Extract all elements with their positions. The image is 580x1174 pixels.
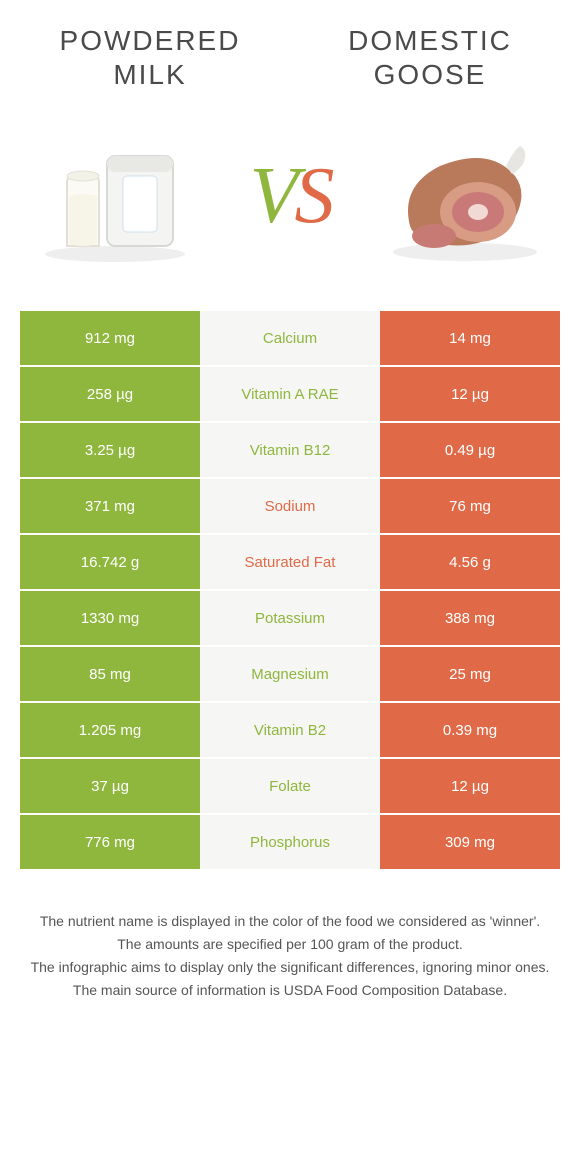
- footer-line1: The nutrient name is displayed in the co…: [30, 911, 550, 932]
- nutrient-label: Folate: [200, 759, 380, 813]
- right-value: 76 mg: [380, 479, 560, 533]
- milk-icon: [35, 126, 195, 266]
- header: Powdered Milk Domestic Goose: [0, 0, 580, 101]
- table-row: 3.25 µgVitamin B120.49 µg: [20, 423, 560, 479]
- vs-label: VS: [250, 151, 331, 242]
- nutrient-label: Calcium: [200, 311, 380, 365]
- right-value: 309 mg: [380, 815, 560, 869]
- nutrient-label: Phosphorus: [200, 815, 380, 869]
- table-row: 912 mgCalcium14 mg: [20, 311, 560, 367]
- right-title-line1: Domestic: [348, 25, 512, 56]
- left-value: 258 µg: [20, 367, 200, 421]
- right-value: 12 µg: [380, 759, 560, 813]
- left-value: 37 µg: [20, 759, 200, 813]
- goose-meat-icon: [380, 126, 550, 266]
- right-value: 14 mg: [380, 311, 560, 365]
- right-food-title: Domestic Goose: [320, 24, 540, 91]
- nutrient-label: Vitamin B12: [200, 423, 380, 477]
- left-food-image: [30, 121, 200, 271]
- left-value: 912 mg: [20, 311, 200, 365]
- footer-line3: The infographic aims to display only the…: [30, 957, 550, 978]
- left-value: 1.205 mg: [20, 703, 200, 757]
- table-row: 1330 mgPotassium388 mg: [20, 591, 560, 647]
- right-value: 388 mg: [380, 591, 560, 645]
- table-row: 1.205 mgVitamin B20.39 mg: [20, 703, 560, 759]
- nutrient-label: Vitamin B2: [200, 703, 380, 757]
- right-value: 0.49 µg: [380, 423, 560, 477]
- left-value: 85 mg: [20, 647, 200, 701]
- left-value: 776 mg: [20, 815, 200, 869]
- nutrient-label: Sodium: [200, 479, 380, 533]
- right-title-line2: Goose: [374, 59, 487, 90]
- left-title-line1: Powdered: [60, 25, 241, 56]
- right-food-image: [380, 121, 550, 271]
- left-food-title: Powdered Milk: [40, 24, 260, 91]
- nutrient-label: Vitamin A RAE: [200, 367, 380, 421]
- table-row: 371 mgSodium76 mg: [20, 479, 560, 535]
- left-title-line2: Milk: [113, 59, 186, 90]
- table-row: 16.742 gSaturated Fat4.56 g: [20, 535, 560, 591]
- table-row: 37 µgFolate12 µg: [20, 759, 560, 815]
- table-row: 258 µgVitamin A RAE12 µg: [20, 367, 560, 423]
- left-value: 1330 mg: [20, 591, 200, 645]
- nutrient-table: 912 mgCalcium14 mg258 µgVitamin A RAE12 …: [20, 311, 560, 871]
- left-value: 3.25 µg: [20, 423, 200, 477]
- nutrient-label: Magnesium: [200, 647, 380, 701]
- footer-line4: The main source of information is USDA F…: [30, 980, 550, 1001]
- footer-notes: The nutrient name is displayed in the co…: [0, 871, 580, 1001]
- right-value: 4.56 g: [380, 535, 560, 589]
- table-row: 776 mgPhosphorus309 mg: [20, 815, 560, 871]
- footer-line2: The amounts are specified per 100 gram o…: [30, 934, 550, 955]
- left-value: 16.742 g: [20, 535, 200, 589]
- right-value: 25 mg: [380, 647, 560, 701]
- hero-row: VS: [0, 101, 580, 311]
- right-value: 0.39 mg: [380, 703, 560, 757]
- table-row: 85 mgMagnesium25 mg: [20, 647, 560, 703]
- left-value: 371 mg: [20, 479, 200, 533]
- vs-s: S: [294, 152, 330, 240]
- right-value: 12 µg: [380, 367, 560, 421]
- nutrient-label: Saturated Fat: [200, 535, 380, 589]
- vs-v: V: [250, 152, 295, 240]
- nutrient-label: Potassium: [200, 591, 380, 645]
